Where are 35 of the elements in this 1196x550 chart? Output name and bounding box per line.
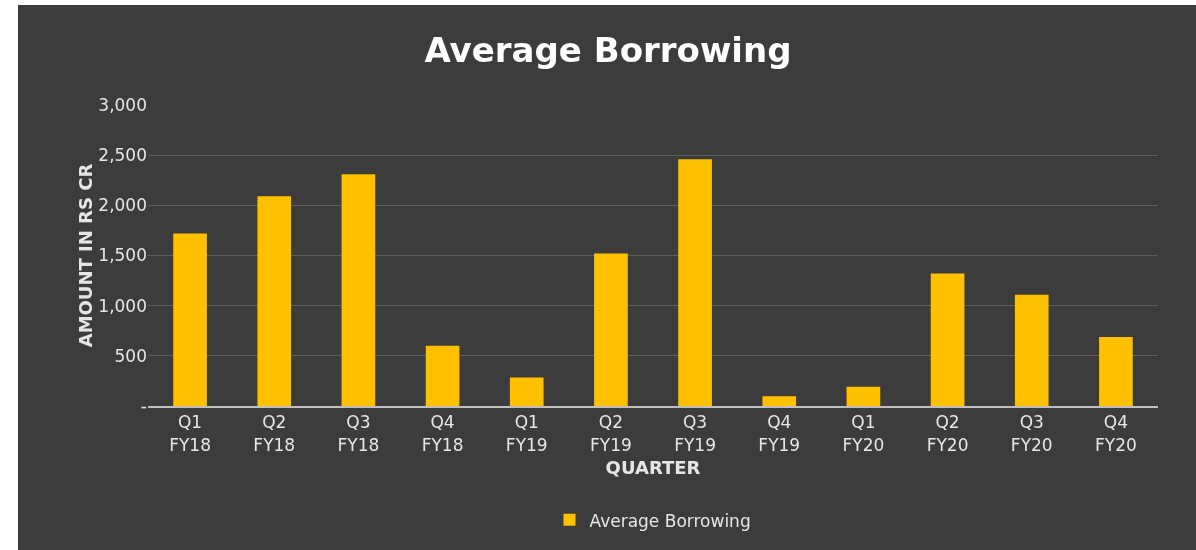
- bar: [930, 273, 965, 406]
- x-tick-label: Q4 FY19: [758, 412, 801, 455]
- bar: [594, 253, 628, 406]
- x-tick-label: Q2 FY19: [590, 412, 632, 455]
- chart-title: Average Borrowing: [424, 29, 792, 70]
- x-tick-label: Q3 FY18: [337, 412, 380, 455]
- y-tick-label: 3,000: [98, 94, 147, 115]
- y-tick-label: 2,500: [98, 145, 147, 166]
- bar: [509, 377, 544, 406]
- x-tick-label: Q1 FY20: [842, 412, 885, 455]
- x-tick-label: Q2 FY20: [926, 412, 969, 455]
- y-tick-label: 500: [114, 345, 147, 366]
- x-tick-label: Q4 FY20: [1095, 412, 1137, 455]
- bar: [1014, 294, 1049, 406]
- y-tick-label: 1,500: [98, 245, 147, 266]
- legend-label: Average Borrowing: [589, 510, 751, 531]
- y-tick-label: 2,000: [98, 195, 147, 216]
- x-axis-title: QUARTER: [605, 456, 701, 478]
- x-tick-label: Q4 FY18: [421, 412, 464, 455]
- bar: [762, 396, 797, 406]
- bar: [1099, 337, 1133, 406]
- bar: [173, 233, 207, 406]
- y-tick-label: -: [140, 395, 147, 416]
- x-tick-label: Q3 FY19: [674, 412, 716, 455]
- bar: [425, 345, 460, 406]
- bar: [846, 386, 881, 406]
- y-tick-label: 1,000: [98, 295, 147, 316]
- bar: [341, 174, 376, 406]
- x-tick-label: Q2 FY18: [253, 412, 296, 455]
- bar: [257, 196, 292, 406]
- x-tick-label: Q3 FY20: [1010, 412, 1053, 455]
- bar: [678, 159, 712, 406]
- x-tick-label: Q1 FY18: [169, 412, 211, 455]
- y-axis-title: AMOUNT IN RS CR: [75, 163, 97, 348]
- x-tick-label: Q1 FY19: [505, 412, 548, 455]
